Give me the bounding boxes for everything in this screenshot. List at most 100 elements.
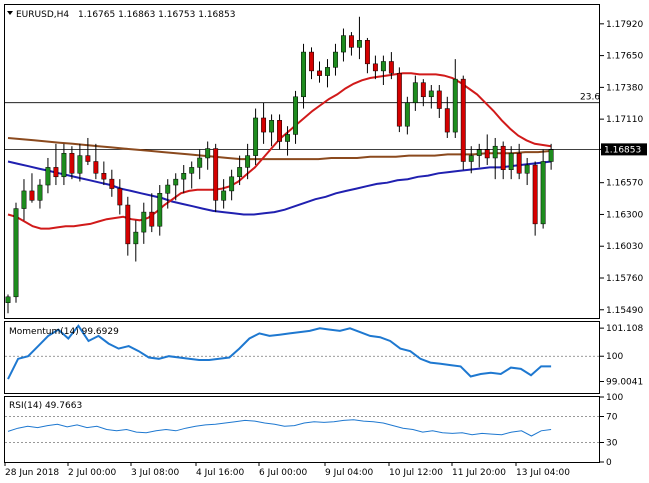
price-tick-label: 1.15760: [606, 274, 643, 284]
candle-body: [404, 102, 410, 127]
candle-body: [444, 108, 450, 133]
candle-body: [412, 82, 418, 103]
candle-body: [372, 63, 378, 72]
candle-body: [213, 148, 219, 201]
time-tick-label: 6 Jul 00:00: [259, 468, 308, 478]
candle-body: [261, 117, 267, 133]
rsi-tick-label: 0: [606, 458, 612, 468]
candle-body: [277, 120, 283, 142]
rsi-label: RSI(14) 49.7663: [9, 401, 82, 411]
candle-body: [189, 167, 195, 174]
momentum-tick-label: 101.108: [606, 324, 643, 334]
candle-body: [205, 148, 211, 159]
candle-body: [269, 120, 275, 133]
rsi-tick-label: 100: [606, 393, 623, 403]
candle-body: [29, 190, 35, 201]
momentum-panel-frame: [4, 321, 600, 394]
price-tick-label: 1.16570: [606, 179, 643, 189]
candle-body: [301, 51, 306, 98]
price-tick-label: 1.16030: [606, 242, 643, 252]
candle-body: [548, 149, 554, 162]
price-tick-label: 1.17920: [606, 20, 643, 30]
candle-body: [333, 51, 338, 68]
candle-body: [532, 164, 538, 225]
momentum-line: [7, 324, 552, 380]
main-panel-frame: [4, 4, 600, 319]
ma-mid-line: [7, 160, 552, 216]
ohlc-values: 1.16765 1.16863 1.16753 1.16853: [78, 10, 235, 20]
price-tick-label: 1.17380: [606, 83, 643, 93]
candle-body: [468, 155, 474, 162]
candle-body: [460, 78, 466, 162]
candle-body: [309, 51, 314, 72]
price-tick-label: 1.17650: [606, 52, 643, 62]
momentum-tick-label: 100: [606, 352, 623, 362]
candle-body: [125, 204, 131, 245]
current-price-label: 1.16853: [604, 145, 641, 155]
candle-body: [293, 96, 298, 135]
candle-body: [69, 153, 75, 174]
candle-body: [364, 40, 370, 65]
price-tick-label: 1.16300: [606, 210, 643, 220]
fibo-level-label: 23.6: [580, 93, 600, 103]
candle-body: [420, 82, 426, 98]
time-tick-label: 9 Jul 04:00: [325, 468, 374, 478]
ma-slow-line: [7, 137, 552, 161]
time-tick-label: 4 Jul 16:00: [196, 468, 245, 478]
symbol-label: EURUSD,H4: [16, 10, 69, 20]
candle-body: [173, 178, 179, 186]
candle-body: [101, 173, 107, 180]
rsi-panel-frame: [4, 396, 600, 463]
candle-body: [388, 61, 394, 74]
candle-body: [540, 161, 546, 225]
time-tick-label: 2 Jul 00:00: [68, 468, 117, 478]
time-tick-label: 28 Jun 2018: [5, 468, 59, 478]
candle-body: [61, 153, 67, 178]
candle-body: [21, 190, 27, 209]
candle-body: [516, 153, 522, 174]
rsi-tick-label: 30: [606, 439, 618, 449]
candle-body: [500, 145, 506, 170]
candle-body: [77, 155, 83, 174]
candle-body: [524, 164, 530, 174]
time-tick-label: 11 Jul 20:00: [452, 468, 506, 478]
price-tick-label: 1.17110: [606, 115, 643, 125]
candle-body: [53, 167, 59, 178]
candle-body: [13, 208, 19, 298]
candle-body: [165, 184, 171, 194]
dropdown-triangle-icon[interactable]: [7, 11, 13, 15]
candle-body: [117, 188, 123, 206]
candle-body: [484, 149, 490, 159]
candle-body: [428, 90, 434, 98]
momentum-label: Momentum(14) 99.6929: [9, 327, 119, 337]
candle-body: [396, 72, 402, 127]
candle-body: [37, 184, 43, 201]
rsi-line: [7, 419, 552, 437]
candle-body: [197, 157, 203, 168]
candle-body: [245, 155, 251, 168]
current-price-box: [601, 143, 647, 156]
candle-body: [348, 35, 354, 48]
candle-body: [436, 90, 442, 109]
candle-body: [452, 78, 458, 133]
candle-body: [5, 296, 11, 303]
candle-body: [325, 67, 330, 76]
candle-body: [476, 149, 482, 156]
candle-body: [221, 190, 227, 201]
candle-body: [253, 117, 259, 156]
candle-body: [45, 167, 51, 186]
candle-body: [133, 231, 139, 245]
ma-fast-line: [7, 72, 552, 230]
time-tick-label: 10 Jul 12:00: [389, 468, 443, 478]
candle-body: [356, 40, 362, 48]
momentum-tick-label: 99.0041: [606, 377, 643, 387]
price-tick-label: 1.15490: [606, 306, 643, 316]
rsi-tick-label: 70: [606, 413, 618, 423]
candle-body: [341, 35, 346, 53]
time-tick-label: 13 Jul 04:00: [516, 468, 570, 478]
candle-body: [109, 178, 115, 189]
candle-body: [93, 161, 99, 174]
candle-body: [508, 153, 514, 170]
